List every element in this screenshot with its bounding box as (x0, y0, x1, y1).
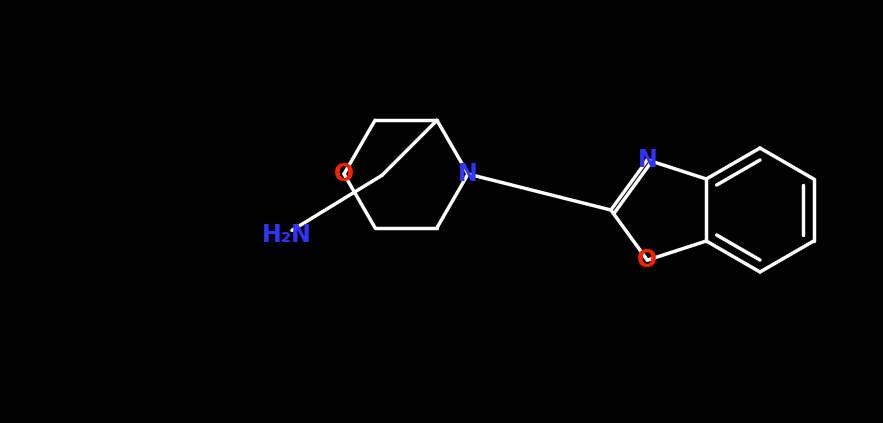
Text: O: O (638, 248, 658, 272)
Text: O: O (334, 162, 354, 186)
Text: N: N (458, 162, 478, 186)
Text: H₂N: H₂N (262, 223, 312, 247)
Text: N: N (638, 148, 657, 172)
